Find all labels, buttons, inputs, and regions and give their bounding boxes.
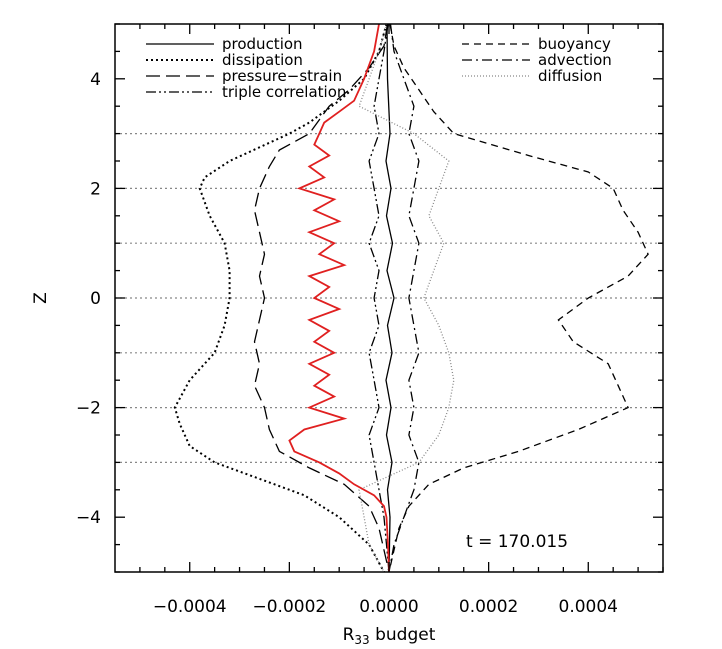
legend: productiondissipationpressure−straintrip… [146, 35, 612, 101]
x-axis-label: R33 budget [343, 625, 436, 647]
x-tick-label: 0.0000 [359, 597, 418, 617]
x-axis-label-subscript: 33 [354, 633, 369, 647]
legend-label: buoyancy [538, 35, 611, 53]
x-tick-label: −0.0004 [153, 597, 227, 617]
x-tick-label: 0.0004 [559, 597, 618, 617]
series-lines [173, 23, 649, 573]
legend-label: pressure−strain [222, 67, 342, 85]
y-tick-label: 2 [90, 179, 101, 199]
legend-label: dissipation [222, 51, 303, 69]
series-line-dissipation [173, 23, 388, 573]
series-line-red-profile [288, 23, 390, 573]
series-line-production [385, 23, 395, 573]
y-tick-label: −4 [76, 508, 101, 528]
y-tick-label: 4 [90, 70, 101, 90]
x-axis-label-main: R [343, 625, 355, 645]
legend-label: diffusion [538, 67, 602, 85]
series-line-buoyancy [388, 23, 649, 573]
x-axis-label-rest: budget [370, 625, 436, 645]
y-tick-label: −2 [76, 399, 101, 419]
legend-label: advection [538, 51, 612, 69]
series-line-pressure-strain [253, 23, 390, 573]
axis-ticks: −0.0004 −0.0002 0.0000 0.0002 0.0004 −4 −2 0 2 4 [76, 23, 664, 617]
legend-label: production [222, 35, 303, 53]
y-tick-label: 0 [90, 289, 101, 309]
series-line-triple-correlation [368, 23, 390, 573]
x-tick-label: 0.0002 [459, 597, 518, 617]
time-annotation: t = 170.015 [466, 532, 568, 552]
legend-label: triple correlation [222, 83, 346, 101]
reference-lines [115, 133, 663, 463]
x-tick-label: −0.0002 [252, 597, 326, 617]
series-line-advection [388, 23, 420, 573]
y-axis-label: Z [31, 292, 51, 304]
